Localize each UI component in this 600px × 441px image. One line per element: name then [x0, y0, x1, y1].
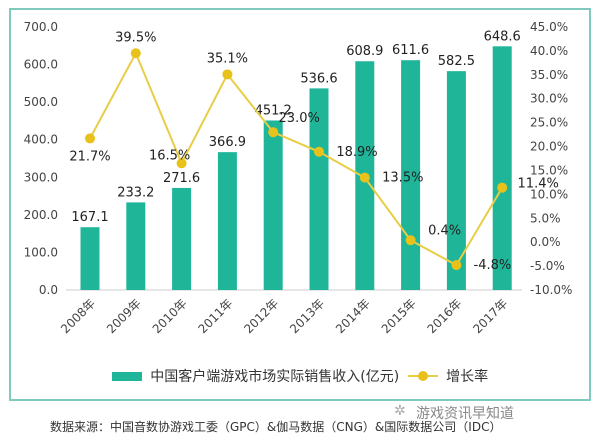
- right-axis-tick: 45.0%: [530, 20, 568, 34]
- right-axis-tick: 5.0%: [530, 211, 561, 225]
- left-axis-tick: 600.0: [24, 58, 58, 72]
- chart-frame: [9, 8, 591, 401]
- x-axis-tick: 2010年: [150, 296, 190, 336]
- left-axis-tick: 400.0: [24, 133, 58, 147]
- right-axis-tick: -5.0%: [530, 259, 565, 273]
- bar-data-label: 608.9: [346, 44, 383, 59]
- growth-point: [497, 182, 508, 193]
- x-axis-tick: 2012年: [241, 296, 281, 336]
- left-axis-tick: 200.0: [24, 208, 58, 222]
- growth-data-label: 18.9%: [336, 145, 377, 160]
- growth-point: [405, 235, 416, 246]
- right-axis-tick: 20.0%: [530, 140, 568, 154]
- growth-data-label: 0.4%: [428, 223, 461, 238]
- right-axis-tick: 10.0%: [530, 187, 568, 201]
- data-source: 数据来源：中国音数协游戏工委（GPC）&伽马数据（CNG）&国际数据公司（IDC…: [50, 420, 502, 434]
- x-axis-tick: 2014年: [333, 296, 373, 336]
- bar: [492, 46, 512, 291]
- bar: [263, 120, 283, 290]
- bar-data-label: 271.6: [163, 171, 200, 186]
- growth-data-label: 39.5%: [115, 30, 156, 45]
- bar-data-label: 648.6: [484, 29, 521, 44]
- bar-data-label: 582.5: [438, 54, 475, 69]
- growth-point: [222, 69, 233, 80]
- growth-line: [89, 50, 504, 267]
- growth-data-label: 35.1%: [207, 51, 248, 66]
- growth-data-label: 11.4%: [518, 177, 559, 192]
- bar: [309, 88, 329, 290]
- left-axis-tick: 0.0: [39, 283, 58, 297]
- right-axis-tick: 25.0%: [530, 116, 568, 130]
- legend-bar-label: 中国客户端游戏市场实际销售收入(亿元): [150, 369, 400, 385]
- left-axis-tick: 500.0: [24, 95, 58, 109]
- bar: [217, 152, 237, 290]
- growth-point: [176, 158, 187, 169]
- bar-data-label: 611.6: [392, 43, 429, 58]
- growth-point: [314, 146, 324, 157]
- x-axis-tick: 2015年: [379, 296, 419, 336]
- growth-data-label: 21.7%: [69, 149, 110, 164]
- x-axis-tick: 2009年: [104, 296, 144, 336]
- growth-data-label: 13.5%: [382, 171, 423, 186]
- right-axis-tick: -10.0%: [530, 283, 572, 297]
- bar: [126, 202, 146, 290]
- legend-bar-swatch: [111, 371, 142, 381]
- legend-line-label: 增长率: [446, 369, 489, 385]
- growth-data-label: 23.0%: [279, 111, 320, 126]
- bar: [446, 71, 466, 291]
- right-axis-tick: 35.0%: [530, 68, 568, 82]
- legend: 中国客户端游戏市场实际销售收入(亿元) 增长率: [0, 366, 600, 386]
- legend-line-swatch: [407, 371, 438, 381]
- watermark-text: 游戏资讯早知道: [416, 406, 514, 422]
- right-axis-tick: 15.0%: [530, 163, 568, 177]
- watermark: ✲ 游戏资讯早知道: [394, 403, 514, 423]
- x-axis-tick: 2011年: [196, 296, 236, 336]
- growth-point: [451, 260, 462, 271]
- left-axis-tick: 300.0: [24, 170, 58, 184]
- bar-data-label: 536.6: [300, 71, 337, 86]
- x-axis-tick: 2013年: [287, 296, 327, 336]
- right-axis-tick: 40.0%: [530, 44, 568, 58]
- bar-data-label: 451.2: [255, 103, 292, 118]
- growth-point: [359, 172, 370, 183]
- growth-point: [268, 127, 279, 138]
- x-axis-tick: 2017年: [470, 296, 510, 336]
- growth-data-label: -4.8%: [474, 258, 512, 273]
- right-axis-tick: 0.0%: [530, 235, 561, 249]
- bar: [172, 187, 192, 290]
- bar-data-label: 366.9: [209, 135, 246, 150]
- x-axis-tick: 2008年: [58, 296, 98, 336]
- bar-data-label: 233.2: [117, 185, 154, 200]
- right-axis-tick: 30.0%: [530, 92, 568, 106]
- left-axis-tick: 100.0: [24, 245, 58, 259]
- bar-data-label: 167.1: [71, 210, 108, 225]
- wechat-icon: ✲: [394, 403, 406, 419]
- bar: [80, 227, 100, 290]
- growth-data-label: 16.5%: [149, 148, 190, 163]
- growth-point: [85, 133, 95, 144]
- x-axis-tick: 2016年: [425, 296, 465, 336]
- growth-point: [130, 48, 141, 59]
- left-axis-tick: 700.0: [24, 20, 58, 34]
